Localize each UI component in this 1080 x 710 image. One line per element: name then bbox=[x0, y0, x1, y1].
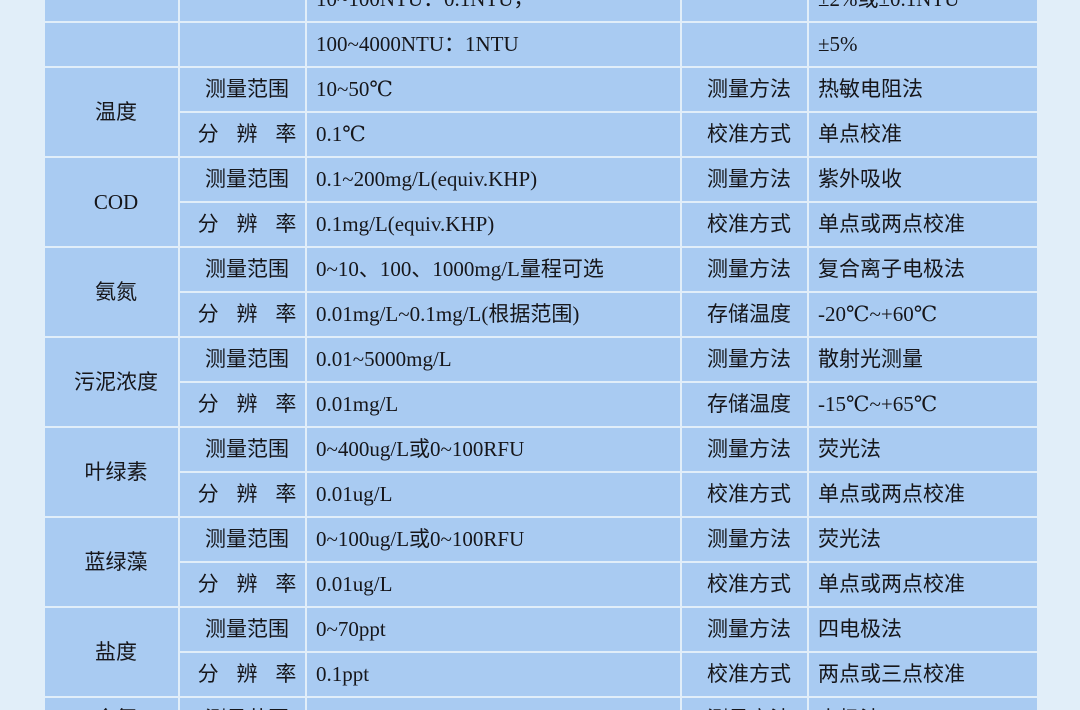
spec-value-cell: 0~400ug/L或0~100RFU bbox=[307, 428, 682, 473]
spec-value-cell: 100~4000NTU：1NTU bbox=[307, 23, 682, 68]
spec-label-cell: 分 辨 率 bbox=[180, 293, 307, 338]
parameter-name-cell: 余氯 bbox=[45, 698, 180, 710]
parameter-name-cell: COD bbox=[45, 158, 180, 248]
spec-label-cell bbox=[180, 23, 307, 68]
table-row: 分 辨 率 0.1℃ 校准方式 单点校准 bbox=[45, 113, 1037, 158]
spec-value-cell-secondary: 四电极法 bbox=[809, 608, 1037, 653]
spec-value-cell-secondary: 单点或两点校准 bbox=[809, 563, 1037, 608]
spec-label-cell-secondary: 校准方式 bbox=[682, 653, 809, 698]
table-row: 10~100NTU：0.1NTU， ±2%或±0.1NTU bbox=[45, 0, 1037, 23]
spec-label-cell bbox=[180, 0, 307, 23]
table-row: 分 辨 率 0.1mg/L(equiv.KHP) 校准方式 单点或两点校准 bbox=[45, 203, 1037, 248]
table-body: 10~100NTU：0.1NTU，±2%或±0.1NTU100~4000NTU：… bbox=[45, 0, 1037, 710]
spec-label-cell-secondary: 测量方法 bbox=[682, 338, 809, 383]
spec-label-cell-secondary: 存储温度 bbox=[682, 293, 809, 338]
spec-label-cell-secondary bbox=[682, 0, 809, 23]
table-row: 氨氮 测量范围 0~10、100、1000mg/L量程可选 测量方法 复合离子电极法 bbox=[45, 248, 1037, 338]
spec-value-cell-secondary: 热敏电阻法 bbox=[809, 68, 1037, 113]
spec-value-cell: 0~100ug/L或0~100RFU bbox=[307, 518, 682, 563]
spec-label-cell-secondary: 校准方式 bbox=[682, 563, 809, 608]
parameter-name-cell: 温度 bbox=[45, 68, 180, 158]
spec-value-cell: 0.1ppt bbox=[307, 653, 682, 698]
table-row: 分 辨 率 0.01mg/L 存储温度 -15℃~+65℃ bbox=[45, 383, 1037, 428]
spec-value-cell-secondary: 紫外吸收 bbox=[809, 158, 1037, 203]
table-row: 100~4000NTU：1NTU ±5% bbox=[45, 23, 1037, 68]
spec-value-cell-secondary: -20℃~+60℃ bbox=[809, 293, 1037, 338]
parameter-name-cell: 污泥浓度 bbox=[45, 338, 180, 428]
spec-label-cell: 分 辨 率 bbox=[180, 203, 307, 248]
spec-label-cell-secondary: 校准方式 bbox=[682, 203, 809, 248]
spec-label-cell: 测量范围 bbox=[180, 518, 307, 563]
spec-label-cell: 测量范围 bbox=[180, 68, 307, 113]
spec-label-cell: 分 辨 率 bbox=[180, 563, 307, 608]
spec-value-cell: 10~100NTU：0.1NTU， bbox=[307, 0, 682, 23]
table-row: COD 测量范围 0.1~200mg/L(equiv.KHP) 测量方法 紫外吸收 bbox=[45, 158, 1037, 248]
spec-value-cell-secondary: 散射光测量 bbox=[809, 338, 1037, 383]
spec-value-cell: 0~2mg/L;0~20mg/L bbox=[307, 698, 682, 710]
table-row: 叶绿素 测量范围 0~400ug/L或0~100RFU 测量方法 荧光法 bbox=[45, 428, 1037, 518]
spec-label-cell-secondary: 测量方法 bbox=[682, 698, 809, 710]
spec-value-cell: 0.01mg/L bbox=[307, 383, 682, 428]
spec-label-cell-secondary: 校准方式 bbox=[682, 113, 809, 158]
table-row: 分 辨 率 0.01ug/L 校准方式 单点或两点校准 bbox=[45, 563, 1037, 608]
parameter-name-cell bbox=[45, 0, 180, 23]
spec-value-cell-secondary: 复合离子电极法 bbox=[809, 248, 1037, 293]
table-row: 分 辨 率 0.01mg/L~0.1mg/L(根据范围) 存储温度 -20℃~+60℃ bbox=[45, 293, 1037, 338]
spec-value-cell: 0~70ppt bbox=[307, 608, 682, 653]
specification-table: 10~100NTU：0.1NTU，±2%或±0.1NTU100~4000NTU：… bbox=[45, 0, 1037, 710]
spec-label-cell: 测量范围 bbox=[180, 698, 307, 710]
spec-label-cell: 分 辨 率 bbox=[180, 653, 307, 698]
parameter-name-cell: 盐度 bbox=[45, 608, 180, 698]
spec-value-cell: 10~50℃ bbox=[307, 68, 682, 113]
parameter-name-cell bbox=[45, 23, 180, 68]
spec-label-cell-secondary: 测量方法 bbox=[682, 158, 809, 203]
parameter-name-cell: 氨氮 bbox=[45, 248, 180, 338]
parameter-name-cell: 蓝绿藻 bbox=[45, 518, 180, 608]
spec-label-cell-secondary bbox=[682, 23, 809, 68]
spec-value-cell-secondary: 电极法 bbox=[809, 698, 1037, 710]
spec-label-cell: 测量范围 bbox=[180, 428, 307, 473]
spec-label-cell: 分 辨 率 bbox=[180, 473, 307, 518]
parameter-name-cell: 叶绿素 bbox=[45, 428, 180, 518]
spec-value-cell-secondary: 单点校准 bbox=[809, 113, 1037, 158]
spec-value-cell-secondary: 荧光法 bbox=[809, 428, 1037, 473]
table-row: 蓝绿藻 测量范围 0~100ug/L或0~100RFU 测量方法 荧光法 bbox=[45, 518, 1037, 608]
spec-value-cell-secondary: 单点或两点校准 bbox=[809, 473, 1037, 518]
table-row: 盐度 测量范围 0~70ppt 测量方法 四电极法 bbox=[45, 608, 1037, 698]
spec-label-cell-secondary: 测量方法 bbox=[682, 518, 809, 563]
spec-label-cell: 测量范围 bbox=[180, 248, 307, 293]
spec-label-cell: 测量范围 bbox=[180, 338, 307, 383]
table-row: 温度 测量范围 10~50℃ 测量方法 热敏电阻法 bbox=[45, 68, 1037, 158]
spec-label-cell-secondary: 测量方法 bbox=[682, 428, 809, 473]
spec-value-cell: 0.1℃ bbox=[307, 113, 682, 158]
spec-label-cell: 分 辨 率 bbox=[180, 113, 307, 158]
spec-label-cell-secondary: 校准方式 bbox=[682, 473, 809, 518]
spec-value-cell: 0.01ug/L bbox=[307, 563, 682, 608]
spec-value-cell-secondary: ±2%或±0.1NTU bbox=[809, 0, 1037, 23]
spec-label-cell: 测量范围 bbox=[180, 158, 307, 203]
spec-label-cell-secondary: 测量方法 bbox=[682, 248, 809, 293]
spec-label-cell-secondary: 测量方法 bbox=[682, 608, 809, 653]
spec-value-cell: 0~10、100、1000mg/L量程可选 bbox=[307, 248, 682, 293]
table-row: 余氯测量范围0~2mg/L;0~20mg/L测量方法电极法 bbox=[45, 698, 1037, 710]
spec-value-cell: 0.01~5000mg/L bbox=[307, 338, 682, 383]
spec-value-cell-secondary: -15℃~+65℃ bbox=[809, 383, 1037, 428]
spec-label-cell: 测量范围 bbox=[180, 608, 307, 653]
spec-value-cell-secondary: 两点或三点校准 bbox=[809, 653, 1037, 698]
spec-label-cell-secondary: 测量方法 bbox=[682, 68, 809, 113]
spec-value-cell: 0.1mg/L(equiv.KHP) bbox=[307, 203, 682, 248]
spec-value-cell: 0.01mg/L~0.1mg/L(根据范围) bbox=[307, 293, 682, 338]
spec-value-cell: 0.01ug/L bbox=[307, 473, 682, 518]
spec-value-cell-secondary: 荧光法 bbox=[809, 518, 1037, 563]
spec-value-cell: 0.1~200mg/L(equiv.KHP) bbox=[307, 158, 682, 203]
spec-value-cell-secondary: 单点或两点校准 bbox=[809, 203, 1037, 248]
table-row: 分 辨 率 0.1ppt 校准方式 两点或三点校准 bbox=[45, 653, 1037, 698]
spec-value-cell-secondary: ±5% bbox=[809, 23, 1037, 68]
spec-label-cell: 分 辨 率 bbox=[180, 383, 307, 428]
spec-label-cell-secondary: 存储温度 bbox=[682, 383, 809, 428]
table-row: 污泥浓度 测量范围 0.01~5000mg/L 测量方法 散射光测量 bbox=[45, 338, 1037, 428]
table-row: 分 辨 率 0.01ug/L 校准方式 单点或两点校准 bbox=[45, 473, 1037, 518]
